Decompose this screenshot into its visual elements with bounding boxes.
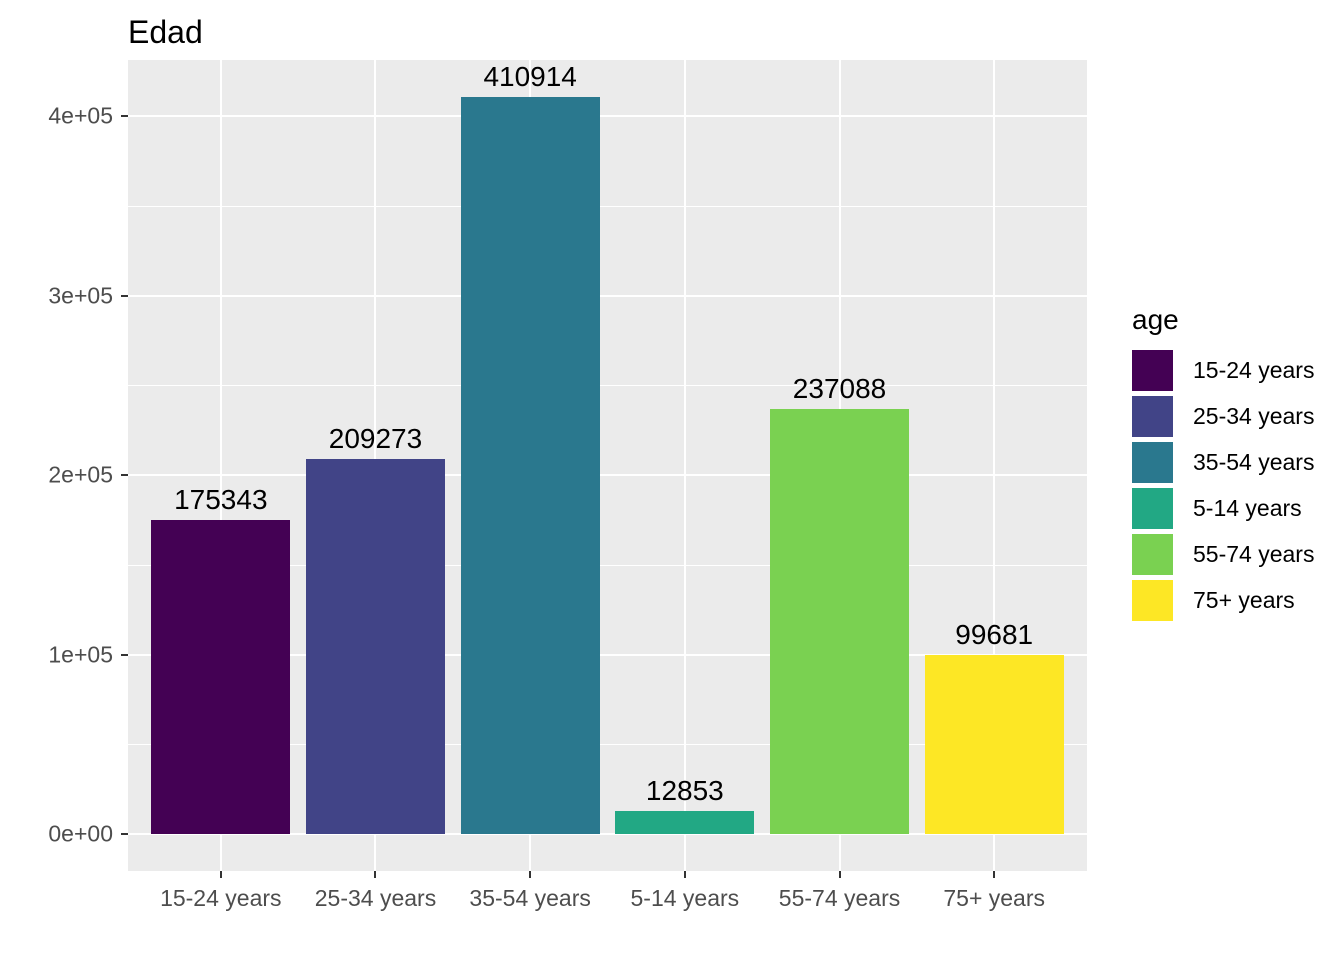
bar-value-label: 99681	[955, 619, 1034, 651]
bar-value-label: 237088	[792, 372, 887, 404]
bar	[615, 811, 755, 835]
bar	[769, 408, 910, 835]
y-tick-label: 2e+05	[48, 461, 113, 488]
bar-value-label: 209273	[328, 422, 423, 454]
legend-label: 75+ years	[1193, 587, 1295, 613]
legend-label: 55-74 years	[1193, 541, 1315, 567]
bar	[151, 519, 291, 835]
minor-gridline	[128, 743, 1087, 745]
x-axis-label: 25-34 years	[314, 885, 437, 911]
x-axis-label: 75+ years	[943, 885, 1046, 911]
legend-item: 35-54 years	[1132, 442, 1314, 483]
legend-key	[1132, 396, 1173, 437]
x-tick-mark	[993, 871, 996, 878]
minor-gridline	[128, 205, 1087, 207]
legend: age 15-24 years 25-34 years 35-54 years 5-1…	[1132, 304, 1314, 626]
y-tick-mark	[121, 474, 128, 477]
bar	[305, 458, 446, 835]
y-tick-label: 3e+05	[48, 282, 113, 309]
category-gridline	[219, 60, 222, 871]
y-tick-mark	[121, 653, 128, 656]
legend-key	[1132, 442, 1173, 483]
legend-label: 25-34 years	[1193, 403, 1315, 429]
x-tick-mark	[374, 871, 377, 878]
major-gridline	[128, 294, 1087, 297]
legend-item: 55-74 years	[1132, 534, 1314, 575]
legend-title: age	[1132, 304, 1179, 335]
legend-item: 15-24 years	[1132, 350, 1314, 391]
minor-gridline	[128, 564, 1087, 566]
legend-items: 15-24 years 25-34 years 35-54 years 5-14 ye…	[1132, 350, 1314, 621]
legend-key	[1132, 580, 1173, 621]
y-tick-mark	[121, 833, 128, 836]
category-gridline	[683, 60, 686, 871]
legend-item: 75+ years	[1132, 580, 1314, 621]
legend-key	[1132, 350, 1173, 391]
bar-value-label: 12853	[645, 775, 724, 807]
y-tick-mark	[121, 115, 128, 118]
bar-value-label: 410914	[483, 60, 577, 92]
legend-key	[1132, 488, 1173, 529]
bar	[924, 655, 1064, 835]
major-gridline	[128, 653, 1087, 656]
major-gridline	[128, 115, 1087, 118]
y-tick-label: 1e+05	[48, 641, 113, 668]
y-tick-label: 0e+00	[48, 820, 113, 847]
x-tick-mark	[529, 871, 532, 878]
category-gridline	[993, 60, 996, 871]
legend-item: 25-34 years	[1132, 396, 1314, 437]
plot-panel: 175343 209273 410914 12853 237088 99681	[128, 60, 1087, 871]
legend-label: 5-14 years	[1193, 495, 1302, 521]
x-axis-label: 5-14 years	[630, 885, 740, 911]
legend-key	[1132, 534, 1173, 575]
y-tick-mark	[121, 294, 128, 297]
x-tick-mark	[838, 871, 841, 878]
minor-gridline	[128, 385, 1087, 387]
x-tick-mark	[683, 871, 686, 878]
y-tick-label: 4e+05	[48, 102, 113, 129]
x-axis-label: 15-24 years	[160, 885, 282, 911]
chart-title: Edad	[128, 14, 203, 50]
legend-label: 15-24 years	[1193, 357, 1315, 383]
major-gridline	[128, 833, 1087, 836]
legend-item: 5-14 years	[1132, 488, 1314, 529]
x-axis-label: 55-74 years	[778, 885, 901, 911]
x-tick-mark	[219, 871, 222, 878]
x-axis-label: 35-54 years	[469, 885, 591, 911]
bar	[460, 96, 600, 835]
major-gridline	[128, 474, 1087, 477]
legend-label: 35-54 years	[1193, 449, 1315, 475]
bar-value-label: 175343	[174, 483, 268, 515]
